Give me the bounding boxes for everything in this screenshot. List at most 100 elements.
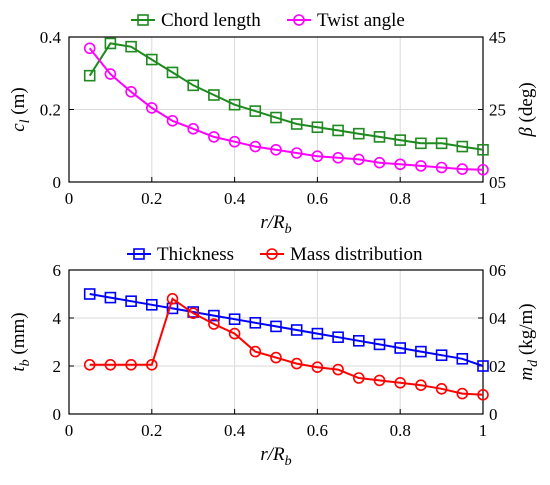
data-point [394, 342, 407, 354]
data-point [146, 102, 158, 114]
data-point [146, 298, 158, 311]
data-point [352, 153, 365, 166]
data-point [228, 327, 241, 340]
data-point [104, 291, 117, 304]
x-tick-label: 0.4 [224, 421, 246, 440]
data-point [83, 358, 96, 371]
data-point [311, 121, 324, 134]
plot-frame [68, 269, 484, 415]
data-point [352, 127, 365, 140]
data-point [290, 147, 303, 159]
data-point [373, 131, 386, 143]
data-point [125, 358, 137, 371]
x-axis-label: r/Rb [260, 444, 291, 469]
x-tick-label: 1 [479, 421, 488, 440]
data-point [435, 382, 448, 395]
x-axis-label: r/Rb [260, 212, 291, 237]
data-point [415, 137, 427, 150]
x-tick-label: 0.6 [307, 189, 328, 208]
data-point [104, 68, 117, 80]
data-point [435, 349, 448, 362]
y-left-tick-label: 4 [53, 309, 62, 328]
data-point [228, 135, 241, 148]
x-tick-label: 0.2 [141, 189, 162, 208]
y-left-tick-label: 0.4 [40, 28, 62, 47]
data-point [187, 307, 199, 320]
data-point [104, 358, 117, 371]
data-point [456, 387, 469, 400]
data-point [249, 105, 262, 117]
data-point [477, 360, 489, 372]
data-point [166, 66, 179, 79]
y-right-tick-label: 25 [489, 101, 506, 120]
x-tick-label: 0.8 [390, 421, 411, 440]
data-point [435, 137, 448, 150]
data-point [332, 331, 344, 344]
data-point [477, 388, 489, 401]
data-point [166, 114, 179, 127]
data-point [208, 89, 220, 101]
data-point [208, 309, 220, 322]
data-point [270, 143, 282, 156]
y-left-tick-label: 0 [53, 173, 62, 192]
x-tick-label: 1 [479, 189, 488, 208]
y-right-tick-label: 04 [489, 309, 507, 328]
data-point [456, 352, 469, 365]
data-point [83, 42, 96, 55]
y-left-tick-label: 2 [53, 357, 62, 376]
data-point [146, 53, 158, 66]
y-left-tick-label: 6 [53, 261, 62, 280]
data-point [394, 376, 407, 389]
x-tick-label: 0.2 [141, 421, 162, 440]
data-point [373, 156, 386, 169]
data-point [456, 163, 469, 175]
data-point [228, 98, 241, 111]
data-point [125, 85, 137, 98]
data-point [166, 292, 179, 305]
data-point [332, 124, 344, 137]
data-point [290, 118, 303, 130]
data-point [125, 40, 137, 53]
data-point [187, 79, 199, 92]
data-point [249, 140, 262, 153]
data-point [352, 334, 365, 347]
data-point [83, 288, 96, 300]
data-point [311, 150, 324, 163]
y-left-axis-label: tb (mm) [8, 312, 33, 371]
data-point [270, 320, 282, 333]
y-right-tick-label: 06 [489, 261, 506, 280]
data-point [373, 374, 386, 387]
y-right-axis-label: β (deg) [516, 82, 537, 137]
data-point [435, 161, 448, 174]
series-line-mass-distribution [89, 297, 484, 396]
legend-marker [293, 14, 305, 26]
data-point [456, 140, 469, 153]
legend-label: Thickness [157, 244, 234, 265]
data-point [415, 345, 427, 358]
data-point [208, 131, 220, 143]
y-right-tick-label: 05 [489, 173, 506, 192]
data-point [270, 351, 282, 364]
y-left-tick-label: 0 [53, 405, 62, 424]
data-point [415, 379, 427, 392]
legend-label: Twist angle [317, 10, 405, 31]
data-point [104, 37, 117, 50]
data-point [228, 313, 241, 326]
data-point [311, 361, 324, 374]
y-right-axis-label: md (kg/m) [516, 303, 541, 380]
y-left-axis-label: cl (m) [8, 87, 33, 132]
y-right-tick-label: 02 [489, 357, 506, 376]
data-point [311, 327, 324, 340]
legend-marker [133, 248, 145, 260]
x-tick-label: 0.4 [224, 189, 246, 208]
x-tick-label: 0.8 [390, 189, 411, 208]
data-point [270, 111, 282, 124]
data-point [146, 358, 158, 371]
data-point [477, 163, 489, 176]
data-point [290, 324, 303, 336]
legend-label: Chord length [161, 10, 261, 31]
x-tick-label: 0.6 [307, 421, 328, 440]
legend-marker [266, 248, 278, 260]
data-point [394, 158, 407, 171]
